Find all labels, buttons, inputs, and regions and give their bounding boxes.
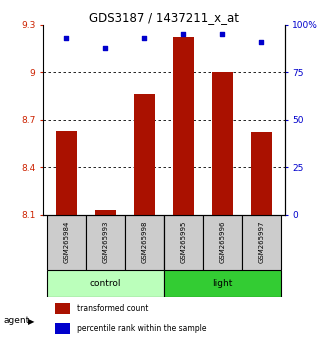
- Bar: [47, 269, 164, 297]
- Bar: [134, 95, 155, 215]
- Text: GSM265993: GSM265993: [102, 221, 108, 263]
- Text: GSM265984: GSM265984: [64, 221, 70, 263]
- Title: GDS3187 / 1437211_x_at: GDS3187 / 1437211_x_at: [89, 11, 239, 24]
- Point: [142, 35, 147, 41]
- Bar: [242, 215, 281, 269]
- Bar: [125, 215, 164, 269]
- Bar: [164, 269, 281, 297]
- Bar: [95, 210, 116, 215]
- Text: agent: agent: [3, 316, 29, 325]
- Text: ▶: ▶: [28, 316, 35, 326]
- Text: percentile rank within the sample: percentile rank within the sample: [77, 324, 206, 333]
- Bar: [251, 132, 272, 215]
- Bar: [203, 215, 242, 269]
- Text: GSM265997: GSM265997: [258, 221, 264, 263]
- Point: [181, 32, 186, 37]
- Bar: [55, 303, 70, 314]
- Text: light: light: [212, 279, 232, 288]
- Point: [103, 45, 108, 50]
- Text: transformed count: transformed count: [77, 304, 148, 313]
- Bar: [172, 38, 194, 215]
- Bar: [212, 72, 233, 215]
- Bar: [86, 215, 125, 269]
- Point: [64, 35, 69, 41]
- Text: GSM265998: GSM265998: [141, 221, 147, 263]
- Text: GSM265996: GSM265996: [219, 221, 225, 263]
- Bar: [56, 131, 77, 215]
- Text: control: control: [90, 279, 121, 288]
- Bar: [55, 324, 70, 335]
- Bar: [164, 215, 203, 269]
- Text: GSM265995: GSM265995: [180, 221, 186, 263]
- Point: [220, 32, 225, 37]
- Bar: [47, 215, 86, 269]
- Point: [259, 39, 264, 45]
